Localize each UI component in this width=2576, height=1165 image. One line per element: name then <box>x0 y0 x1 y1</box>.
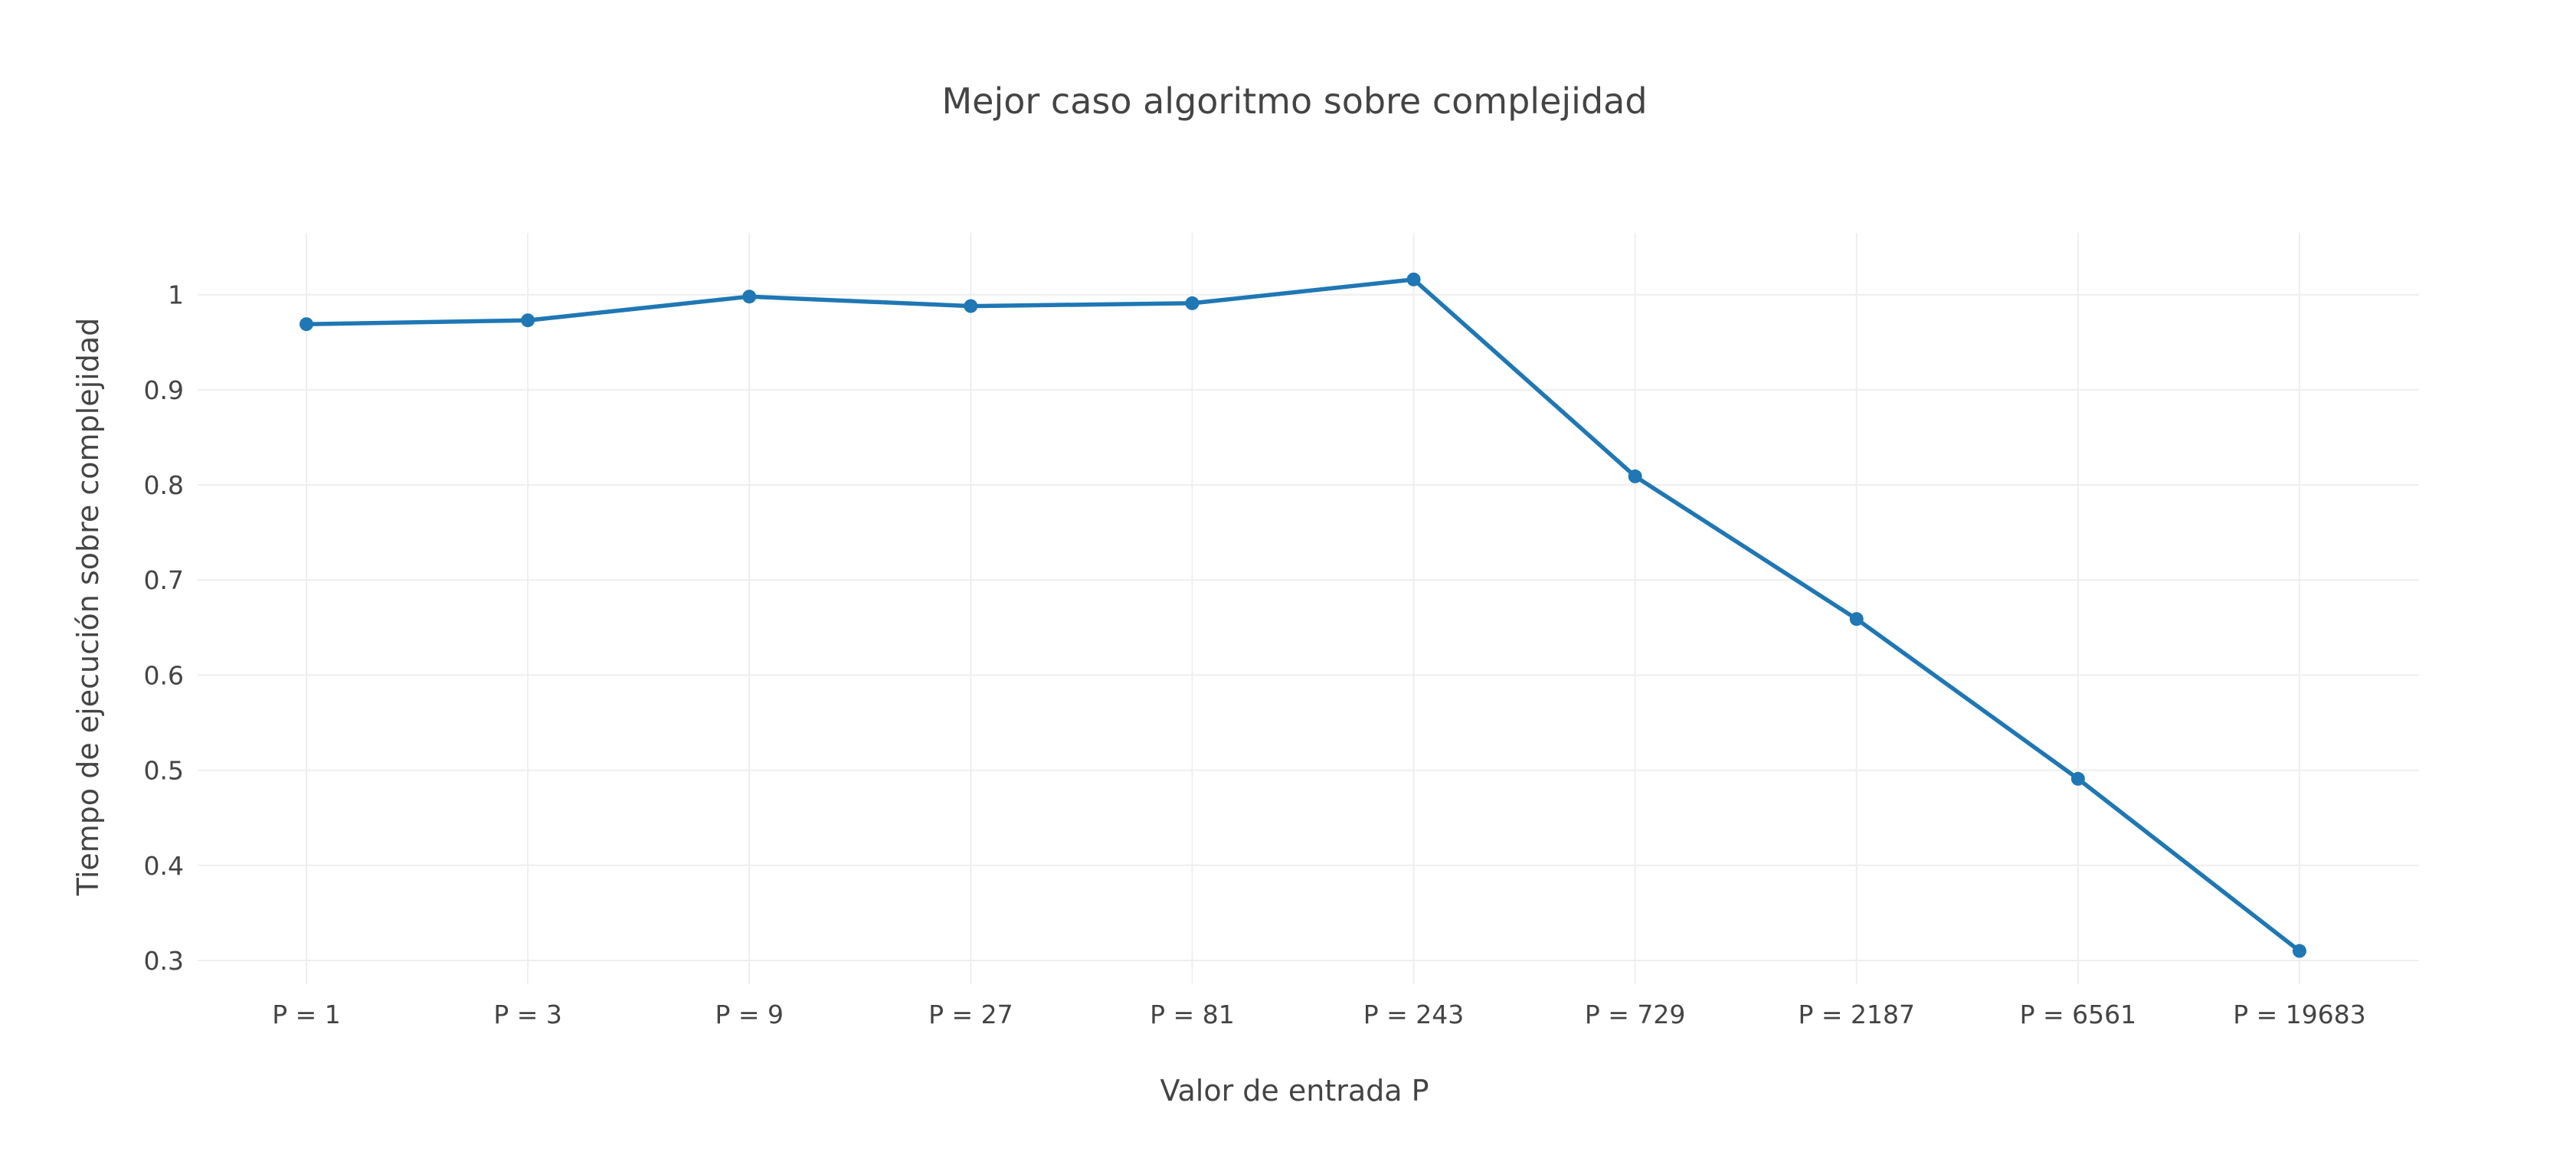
x-tick-label: P = 2187 <box>1799 1000 1916 1029</box>
y-tick-label: 0.3 <box>144 946 184 976</box>
x-tick-label: P = 9 <box>715 1000 784 1029</box>
x-tick-label: P = 243 <box>1363 1000 1465 1029</box>
data-point <box>299 317 313 332</box>
y-tick-label: 1 <box>168 280 184 310</box>
y-gridlines <box>198 293 2419 961</box>
data-point <box>1628 469 1642 483</box>
y-tick-label: 0.8 <box>144 470 184 500</box>
data-point <box>1406 272 1421 286</box>
y-tick-label: 0.9 <box>144 375 184 405</box>
data-point <box>2070 771 2085 786</box>
x-tick-labels: P = 1 P = 3 P = 9 P = 27 P = 81 P = 243 P = 72… <box>272 1000 2366 1029</box>
series-group <box>299 272 2306 958</box>
y-tick-labels: 0.3 0.4 0.5 0.6 0.7 0.8 0.9 1 <box>144 280 184 976</box>
data-point <box>964 299 978 313</box>
y-tick-label: 0.7 <box>144 565 184 595</box>
y-tick-label: 0.6 <box>144 660 184 690</box>
x-axis-label: Valor de entrada P <box>1160 1074 1429 1108</box>
x-tick-label: P = 81 <box>1150 1000 1235 1029</box>
x-tick-label: P = 3 <box>493 1000 562 1029</box>
x-gridlines <box>306 233 2300 984</box>
chart-title: Mejor caso algoritmo sobre complejidad <box>941 80 1647 122</box>
y-axis-label: Tiempo de ejecución sobre complejidad <box>71 318 105 896</box>
y-tick-label: 0.4 <box>144 851 184 881</box>
y-tick-label: 0.5 <box>144 756 184 786</box>
data-point <box>1849 612 1864 627</box>
data-point <box>521 313 535 328</box>
data-point <box>742 290 757 304</box>
x-tick-label: P = 27 <box>928 1000 1013 1029</box>
data-point <box>1185 296 1200 310</box>
series-line <box>306 277 2301 953</box>
x-tick-label: P = 729 <box>1585 1000 1686 1029</box>
x-tick-label: P = 1 <box>272 1000 341 1029</box>
data-point <box>2293 944 2306 958</box>
x-tick-label: P = 6561 <box>2020 1000 2137 1029</box>
x-tick-label: P = 19683 <box>2233 1000 2366 1029</box>
